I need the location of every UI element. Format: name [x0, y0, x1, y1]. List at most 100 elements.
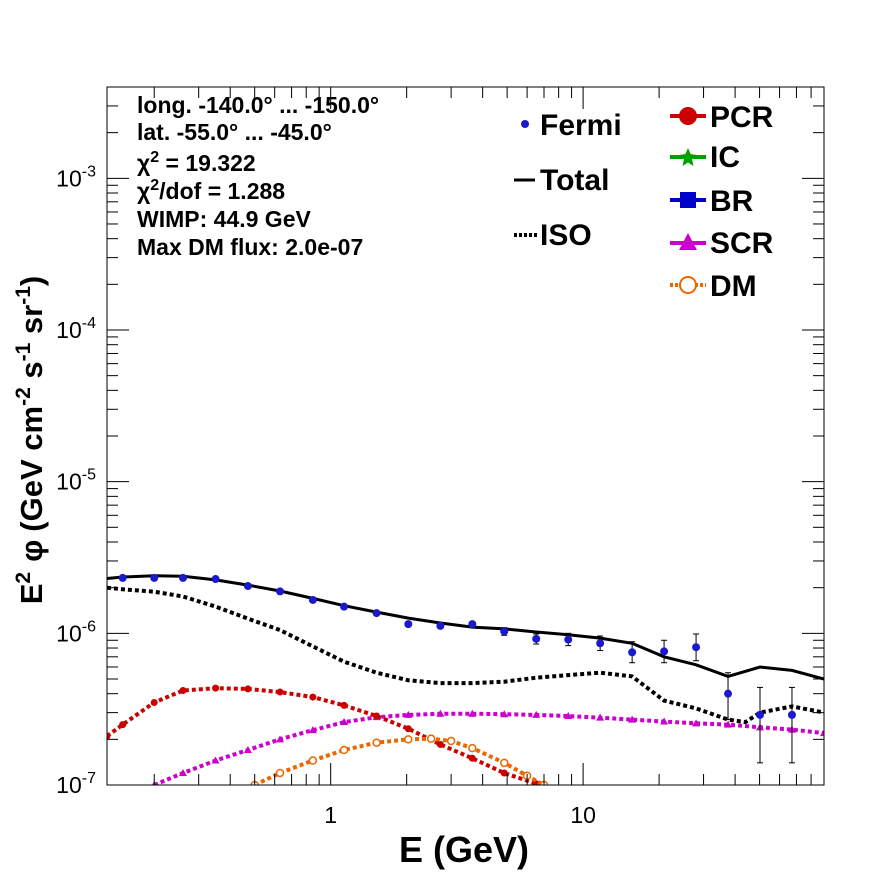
- series-total-line: [107, 574, 824, 681]
- fermi-point: [243, 582, 252, 591]
- fermi-point: [276, 587, 285, 596]
- x-tick-label: 1: [324, 802, 337, 828]
- legend-iso-label: ISO: [540, 219, 592, 252]
- pcr-point: [150, 698, 158, 706]
- fermi-point: [532, 634, 541, 643]
- y-tick-label: 10-6: [56, 618, 96, 646]
- wimp-label: WIMP: 44.9 GeV: [137, 206, 311, 232]
- legend-br-marker: [680, 192, 696, 208]
- pcr-point: [436, 740, 444, 748]
- x-tick-label: 10: [570, 802, 596, 828]
- pcr-point: [107, 732, 111, 740]
- scr-point: [564, 712, 573, 720]
- fermi-point: [628, 648, 637, 657]
- scr-point: [178, 768, 187, 776]
- scr-point: [404, 710, 413, 718]
- series-pcr-line: [107, 686, 545, 785]
- dm-point: [372, 738, 381, 747]
- fermi-point: [564, 635, 573, 644]
- pcr-point: [340, 701, 348, 709]
- legend-column-2: PCR IC BR SCR DM: [670, 101, 774, 303]
- fermi-point: [211, 575, 220, 584]
- pcr-point: [276, 688, 284, 696]
- chi2-label: χ2 = 19.322: [137, 149, 256, 176]
- pcr-point: [373, 712, 381, 720]
- scr-point: [660, 717, 669, 725]
- series-dm-line: [253, 736, 545, 785]
- info-box: long. -140.0° ... -150.0° lat. -55.0° ..…: [137, 92, 379, 260]
- dm-point: [308, 756, 318, 765]
- pcr-point: [468, 754, 476, 762]
- y-tick-label: 10-7: [56, 770, 96, 798]
- max-dm-flux-label: Max DM flux: 2.0e-07: [137, 234, 363, 260]
- series-scr-line: [153, 711, 824, 785]
- fermi-point: [340, 602, 349, 611]
- axis-ticks: 1 10 10-7 10-6 10-5 10-4 10-3: [56, 86, 825, 828]
- legend-fermi-marker: [521, 120, 529, 128]
- fermi-point: [500, 627, 509, 636]
- fermi-point: [787, 710, 796, 719]
- scr-point: [340, 718, 349, 726]
- series-layer: [107, 573, 824, 785]
- legend-fermi-label: Fermi: [540, 109, 622, 142]
- scr-point: [436, 709, 445, 717]
- fermi-point: [178, 573, 187, 582]
- legend-ic-marker: [679, 148, 697, 166]
- legend-dm-marker: [679, 276, 697, 294]
- legend-scr-marker: [679, 233, 697, 250]
- series-iso-line: [107, 585, 824, 725]
- longitude-label: long. -140.0° ... -150.0°: [137, 92, 379, 118]
- legend-pcr-label: PCR: [710, 101, 774, 134]
- dm-point: [468, 743, 477, 753]
- y-tick-label: 10-3: [56, 163, 96, 191]
- x-axis-title: E (GeV): [399, 829, 529, 870]
- chi2-dof-label: χ2/dof = 1.288: [137, 177, 285, 204]
- fermi-point: [118, 573, 127, 582]
- dm-point: [275, 768, 285, 778]
- legend-total-label: Total: [540, 164, 609, 197]
- fermi-point: [150, 573, 159, 582]
- scr-point: [468, 709, 477, 717]
- pcr-point: [404, 725, 412, 733]
- scr-point: [308, 726, 317, 734]
- legend-br-label: BR: [710, 185, 754, 218]
- dm-point: [446, 736, 456, 746]
- scr-point: [211, 756, 220, 764]
- dm-point: [339, 745, 349, 755]
- scr-point: [500, 710, 509, 718]
- scr-point: [724, 720, 733, 728]
- legend-scr-label: SCR: [710, 227, 774, 260]
- legend-ic-label: IC: [710, 141, 740, 174]
- pcr-point: [244, 685, 252, 693]
- fermi-point: [436, 621, 445, 630]
- fermi-point: [468, 620, 477, 629]
- legend-column-1: Fermi Total ISO: [514, 109, 622, 252]
- legend-dm-label: DM: [710, 270, 757, 303]
- fermi-point: [404, 620, 413, 629]
- fermi-point: [596, 639, 605, 648]
- scr-point: [243, 746, 252, 754]
- fermi-point: [755, 710, 764, 719]
- y-axis-title: E2φ(GeV cm-2 s-1 sr-1): [12, 276, 49, 605]
- pcr-point: [119, 721, 127, 729]
- fermi-point: [660, 647, 669, 656]
- fermi-point: [372, 609, 381, 618]
- scr-point: [532, 710, 541, 718]
- dm-point: [404, 735, 413, 744]
- pcr-point: [500, 769, 508, 777]
- pcr-point: [212, 684, 220, 692]
- scr-point: [276, 735, 285, 743]
- y-tick-label: 10-5: [56, 467, 96, 495]
- y-tick-label: 10-4: [56, 315, 96, 343]
- latitude-label: lat. -55.0° ... -45.0°: [137, 119, 332, 145]
- legend-pcr-marker: [679, 107, 697, 125]
- scr-point: [628, 715, 637, 723]
- pcr-point: [179, 686, 187, 694]
- dm-point: [499, 758, 509, 768]
- scr-point: [820, 729, 824, 737]
- scr-point: [596, 713, 605, 721]
- scr-point: [692, 719, 701, 727]
- fermi-point: [308, 595, 317, 604]
- pcr-point: [309, 693, 317, 701]
